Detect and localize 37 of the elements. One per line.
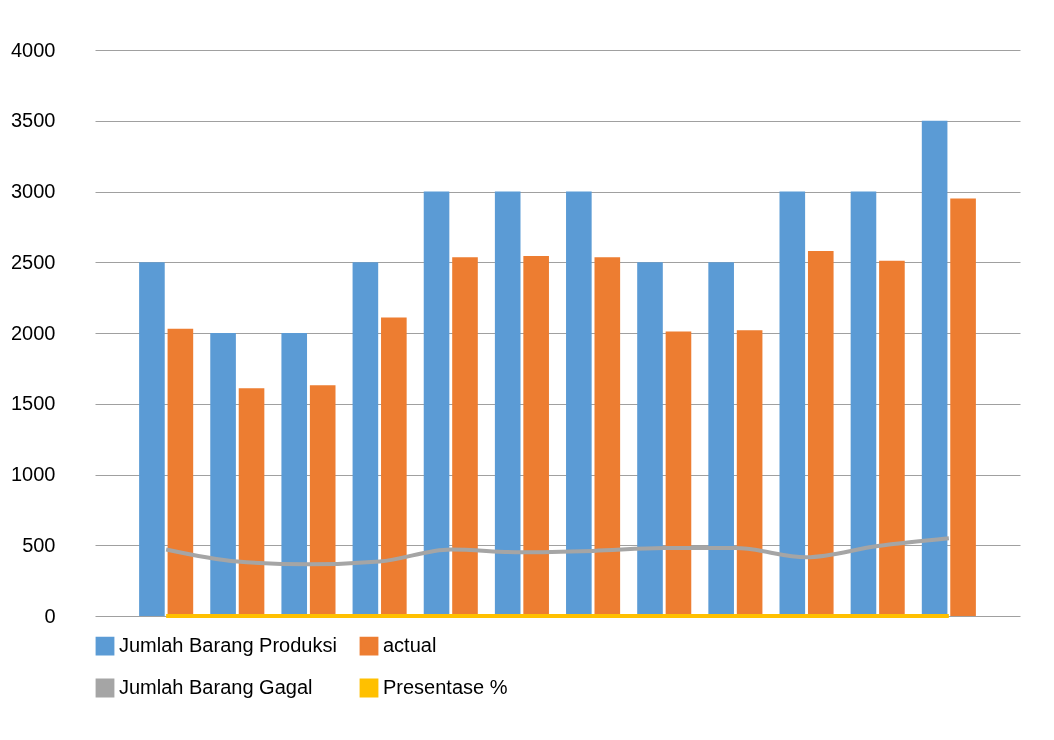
legend-label: Jumlah Barang Gagal — [119, 676, 313, 698]
bar — [736, 330, 763, 616]
bar — [452, 257, 478, 616]
bar — [879, 260, 905, 616]
legend-label: Jumlah Barang Produksi — [119, 634, 337, 657]
legend-label: Presentase % — [383, 676, 508, 698]
y-tick-label: 4000 — [11, 38, 56, 61]
bar — [708, 262, 734, 616]
bar — [352, 262, 379, 616]
bar — [950, 198, 976, 616]
bar — [210, 333, 236, 616]
y-tick-label: 2500 — [11, 250, 56, 273]
y-tick-label: 1000 — [11, 463, 56, 485]
bar — [423, 191, 450, 616]
y-tick-label: 3000 — [11, 180, 56, 202]
bar — [637, 262, 663, 616]
bar — [381, 317, 407, 616]
bar — [494, 191, 521, 616]
bar — [807, 250, 834, 616]
bar — [779, 191, 806, 616]
bar — [665, 331, 692, 616]
bar — [566, 191, 592, 616]
y-tick-label: 0 — [44, 604, 56, 627]
y-tick-label: 1500 — [11, 392, 56, 415]
bar — [238, 388, 265, 616]
legend-label: actual — [383, 634, 437, 657]
y-tick-label: 3500 — [11, 109, 56, 132]
bar — [309, 385, 336, 616]
bar — [850, 191, 877, 616]
bar — [281, 333, 308, 616]
bar — [594, 257, 621, 616]
bar — [921, 120, 948, 616]
y-tick-label: 500 — [22, 533, 56, 556]
bar — [523, 255, 549, 616]
bar — [139, 262, 165, 616]
y-tick-label: 2000 — [11, 321, 56, 344]
bar — [167, 328, 194, 616]
